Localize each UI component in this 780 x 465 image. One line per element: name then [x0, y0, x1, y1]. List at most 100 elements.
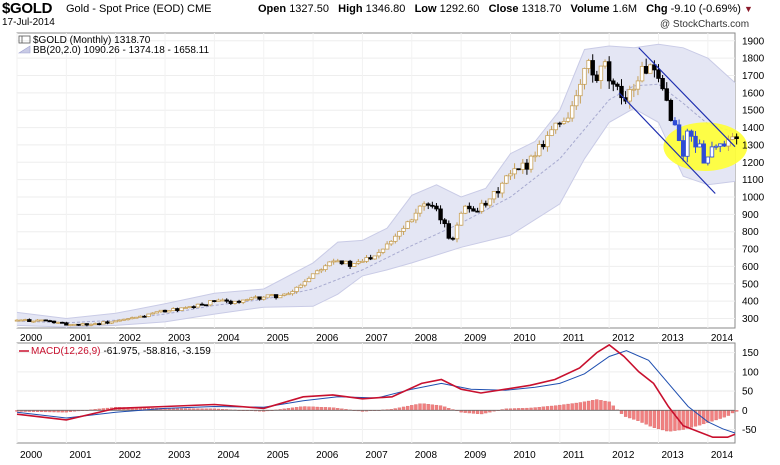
macd-x-tick-label: 2009	[464, 450, 487, 461]
candle	[574, 89, 579, 110]
candle	[68, 324, 73, 327]
candle	[187, 306, 192, 309]
candle	[569, 101, 575, 122]
histogram-bar	[545, 406, 550, 411]
candle	[175, 307, 180, 313]
bollinger-upper-line	[16, 43, 736, 320]
candle-body	[76, 323, 81, 326]
candle-body	[565, 117, 571, 122]
candle-body	[541, 144, 546, 148]
candle-body	[648, 64, 653, 74]
candle	[360, 259, 365, 263]
candle-body	[500, 182, 505, 194]
candles	[14, 54, 739, 327]
candle-body	[368, 257, 373, 260]
histogram-bar	[623, 410, 628, 417]
candle-body	[463, 205, 468, 214]
candle	[113, 320, 118, 323]
price-x-tick-label: 2001	[69, 333, 92, 344]
price-y-tick-label: 1200	[742, 158, 765, 169]
candle	[557, 121, 563, 128]
candle-body	[631, 88, 637, 91]
price-x-tick-label: 2007	[365, 333, 388, 344]
macd-signal-line	[16, 350, 736, 434]
candle	[500, 181, 505, 198]
histogram-bar	[443, 406, 447, 411]
candle	[166, 310, 172, 313]
candle	[356, 259, 361, 265]
candle	[43, 319, 48, 322]
price-y-tick-label: 800	[742, 227, 759, 238]
histogram-bar	[319, 407, 323, 411]
candle-body	[643, 65, 649, 74]
candle-body	[269, 294, 275, 296]
candle	[606, 56, 612, 89]
histogram-bar	[644, 410, 648, 425]
candle-body	[150, 312, 155, 315]
candle	[27, 318, 32, 322]
candle-body	[475, 210, 480, 213]
price-legend: $GOLD (Monthly) 1318.70 BB(20,2.0) 1090.…	[17, 35, 209, 56]
description-text: Gold - Spot Price (EOD)	[66, 3, 184, 15]
macd-x-tick-label: 2011	[563, 450, 585, 461]
candle-body	[191, 306, 197, 309]
candle	[216, 298, 221, 302]
candle-body	[405, 221, 410, 229]
price-y-tick-label: 400	[742, 297, 759, 308]
histogram-bar	[418, 403, 422, 411]
candle-body	[319, 269, 324, 272]
candle	[393, 233, 398, 244]
candle	[51, 320, 57, 324]
candle-body	[327, 261, 332, 267]
candle	[504, 174, 509, 185]
candle	[660, 74, 665, 91]
candle	[298, 283, 303, 289]
candle-body	[195, 303, 201, 308]
candle	[171, 307, 176, 312]
candle-body	[183, 307, 188, 309]
macd-line	[16, 343, 736, 438]
candle-body	[294, 286, 299, 292]
open-value: 1327.50	[289, 3, 329, 15]
macd-legend-title: MACD(12,26,9) -61.975, -58.816, -3.159	[31, 346, 211, 357]
candle-body	[639, 65, 645, 82]
candle-body	[298, 284, 303, 288]
price-y-tick-label: 500	[742, 279, 759, 290]
candle-body	[109, 321, 114, 324]
candle	[228, 299, 234, 305]
histogram-bar	[591, 400, 595, 411]
price-y-tick-label: 1000	[742, 192, 765, 203]
candle-body	[442, 219, 447, 225]
bb-legend-text: BB(20,2.0) 1090.26 - 1374.18 - 1658.11	[33, 45, 209, 56]
candle-body	[125, 318, 131, 321]
candle	[72, 323, 77, 326]
candle-body	[532, 155, 538, 158]
candle	[335, 258, 340, 263]
candle	[92, 322, 98, 326]
candle	[643, 58, 649, 75]
candle	[689, 129, 694, 142]
histogram-bar	[406, 405, 410, 411]
price-x-ticks: 2000 2001 2002 2003 2004 2005 2006 2007 2008 2009…	[20, 333, 734, 344]
candle	[257, 296, 262, 301]
candle-body	[734, 136, 739, 139]
candle-body	[722, 143, 727, 147]
chg-label: Chg	[646, 3, 668, 15]
candle-body	[537, 144, 542, 157]
candle-body	[253, 296, 258, 299]
candle-body	[282, 293, 287, 296]
candle	[532, 151, 538, 162]
histogram-bar	[554, 405, 558, 411]
candle	[23, 318, 28, 322]
macd-panel: -50 0 50 100 150 MACD(12,26,9) -61.975, -58.8…	[15, 342, 759, 444]
candle-body	[249, 297, 254, 300]
candle-body	[187, 306, 192, 309]
candle	[483, 200, 488, 208]
histogram-bar	[471, 410, 476, 414]
price-x-tick-label: 2011	[563, 333, 585, 344]
candle-body	[590, 60, 595, 76]
candle-body	[376, 252, 382, 257]
candle-body	[549, 129, 554, 136]
candle-body	[426, 203, 431, 206]
candle-body	[701, 143, 706, 164]
